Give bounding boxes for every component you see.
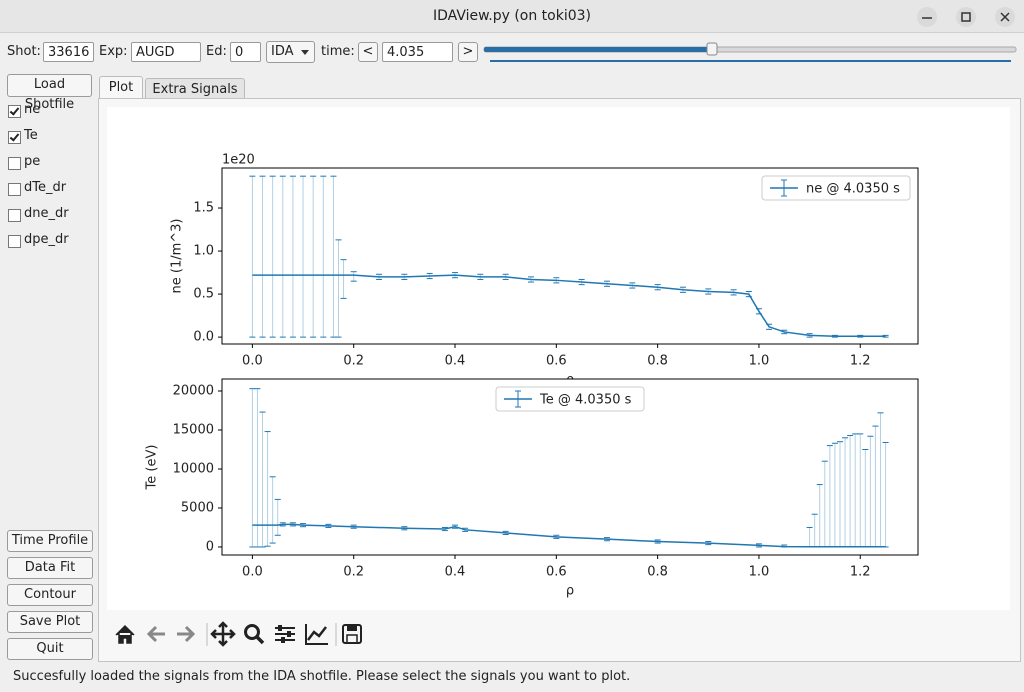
checkbox[interactable] [8, 105, 21, 118]
checkbox-label: pe [24, 154, 41, 169]
signal-checkbox[interactable]: ne [0, 100, 95, 122]
diag-dropdown[interactable]: IDA [266, 41, 315, 63]
y-tick-label: 10000 [173, 461, 214, 476]
action-button[interactable]: Contour [7, 584, 93, 606]
legend-label: ne @ 4.0350 s [806, 182, 900, 197]
x-tick-label: 0.6 [546, 354, 567, 369]
save-button[interactable] [342, 624, 362, 644]
data-line [252, 274, 886, 338]
x-tick-label: 0.2 [343, 565, 364, 580]
signal-checkbox[interactable]: pe [0, 152, 95, 174]
x-tick-label: 0.0 [242, 565, 263, 580]
time-input[interactable]: 4.035 [382, 42, 453, 62]
legend-label: Te @ 4.0350 s [539, 393, 632, 408]
data-line [252, 523, 886, 548]
x-tick-label: 1.2 [850, 565, 871, 580]
y-axis-label: ne (1/m^3) [170, 219, 185, 294]
pan-button[interactable] [210, 621, 236, 647]
x-tick-label: 0.2 [343, 354, 364, 369]
diag-value: IDA [271, 44, 294, 59]
checkbox-label: dne_dr [24, 206, 69, 221]
signal-checkbox[interactable]: dne_dr [0, 204, 95, 226]
axes-frame [221, 167, 919, 345]
shot-input[interactable]: 33616 [43, 42, 94, 62]
y-tick-label: 1.0 [193, 244, 214, 259]
action-button[interactable]: Data Fit [7, 557, 93, 579]
checkbox[interactable] [8, 131, 21, 144]
checkbox[interactable] [8, 157, 21, 170]
forward-button[interactable] [177, 625, 196, 643]
signal-checkbox[interactable]: dTe_dr [0, 178, 95, 200]
next-button[interactable]: > [458, 42, 478, 62]
checkbox-label: Te [24, 128, 38, 143]
signal-checkbox[interactable]: Te [0, 126, 95, 148]
action-button[interactable]: Save Plot [7, 611, 93, 633]
status-bar: Succesfully loaded the signals from the … [13, 669, 631, 684]
home-button[interactable] [115, 624, 135, 644]
zoom-button[interactable] [244, 624, 265, 645]
x-tick-label: 0.8 [647, 565, 668, 580]
checkbox[interactable] [8, 235, 21, 248]
action-button[interactable]: Quit [7, 638, 93, 660]
exp-label: Exp: [99, 44, 128, 59]
time-slider[interactable] [483, 42, 1019, 64]
shot-label: Shot: [7, 44, 41, 59]
edit-axes-button[interactable] [305, 624, 328, 645]
figure: 0.0 0.2 0.4 0.6 0.8 1.0 1.2 0.0 0.5 1.0 1.5 ρ ne (1/… [145, 153, 919, 599]
ed-label: Ed: [206, 44, 227, 59]
x-tick-label: 0.4 [445, 565, 466, 580]
y-tick-label: 5000 [181, 500, 214, 515]
x-tick-label: 1.0 [749, 565, 770, 580]
window-title: IDAView.py (on toki03) [432, 8, 592, 24]
time-label: time: [321, 44, 355, 59]
y-tick-label: 20000 [173, 384, 214, 399]
ed-input[interactable]: 0 [230, 42, 261, 62]
x-tick-label: 0.6 [546, 565, 567, 580]
y-tick-label: 1.5 [193, 201, 214, 216]
y-tick-label: 0.5 [193, 287, 214, 302]
x-tick-label: 1.2 [850, 354, 871, 369]
window-buttons[interactable] [915, 6, 1020, 28]
dropdown-arrow [301, 50, 309, 55]
tab[interactable]: Extra Signals [145, 78, 245, 99]
action-button[interactable]: Time Profile [7, 530, 93, 552]
checkbox-label: dpe_dr [24, 232, 69, 247]
back-button[interactable] [146, 625, 165, 643]
x-tick-label: 1.0 [749, 354, 770, 369]
x-tick-label: 0.0 [242, 354, 263, 369]
y-tick-label: 15000 [173, 422, 214, 437]
legend-box [761, 175, 911, 201]
title-bar: IDAView.py (on toki03) [0, 0, 1024, 33]
legend-box [495, 386, 645, 412]
x-axis-label: ρ [566, 584, 574, 599]
signal-checkbox[interactable]: dpe_dr [0, 230, 95, 252]
y-tick-label: 0.0 [193, 330, 214, 345]
x-tick-label: 0.8 [647, 354, 668, 369]
load-shotfile-button[interactable]: Load Shotfile [7, 74, 92, 112]
offset-text: 1e20 [222, 153, 255, 168]
navigation-toolbar [115, 621, 362, 647]
y-axis-label: Te (eV) [145, 445, 160, 491]
x-tick-label: 0.4 [445, 354, 466, 369]
prev-button[interactable]: < [358, 42, 378, 62]
configure-button[interactable] [275, 625, 295, 643]
tab[interactable]: Plot [99, 76, 143, 99]
checkbox-label: ne [24, 102, 41, 117]
checkbox[interactable] [8, 209, 21, 222]
axes-frame [221, 378, 919, 556]
checkbox[interactable] [8, 183, 21, 196]
exp-input[interactable]: AUGD [131, 42, 201, 62]
checkbox-label: dTe_dr [24, 180, 67, 195]
y-tick-label: 0 [206, 539, 214, 554]
